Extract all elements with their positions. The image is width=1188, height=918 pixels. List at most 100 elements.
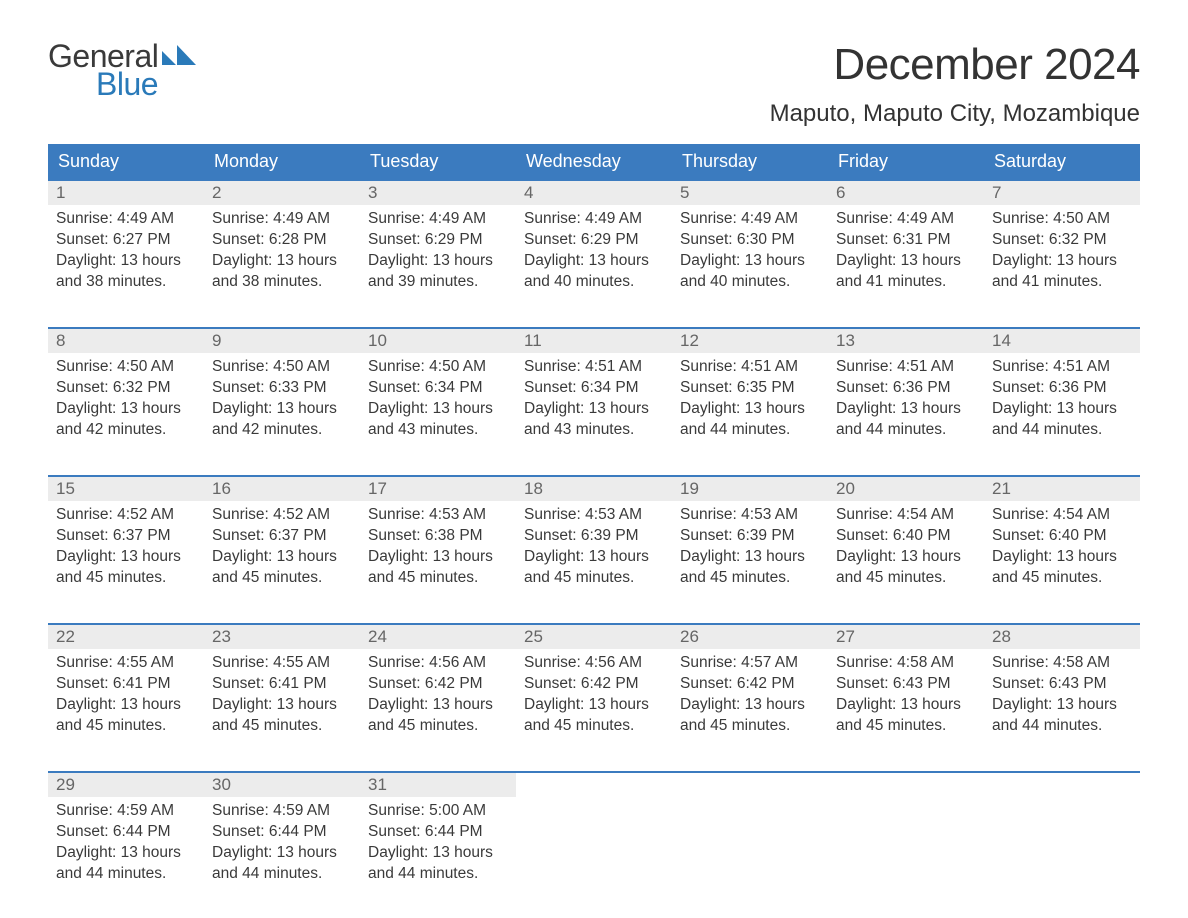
day-details: Sunrise: 4:54 AMSunset: 6:40 PMDaylight:… (984, 501, 1140, 593)
calendar-week-row: 29Sunrise: 4:59 AMSunset: 6:44 PMDayligh… (48, 771, 1140, 893)
calendar-day-cell (984, 773, 1140, 893)
day-details: Sunrise: 4:52 AMSunset: 6:37 PMDaylight:… (48, 501, 204, 593)
sunset-line: Sunset: 6:35 PM (680, 378, 820, 399)
weeks-container: 1 Sunrise: 4:49 AM Sunset: 6:27 PM Daylight… (48, 179, 1140, 893)
sunrise-line: Sunrise: 4:51 AM (680, 357, 820, 378)
day-number: 2 (204, 181, 360, 205)
daylight-line: Daylight: 13 hours and 45 minutes. (212, 695, 352, 737)
calendar-week-row: 22Sunrise: 4:55 AMSunset: 6:41 PMDayligh… (48, 623, 1140, 745)
sunset-line: Sunset: 6:40 PM (992, 526, 1132, 547)
day-number: 19 (672, 477, 828, 501)
sunrise-line: Sunrise: 4:51 AM (992, 357, 1132, 378)
sunset-line: Sunset: 6:31 PM (836, 230, 976, 251)
calendar-day-cell (828, 773, 984, 893)
weekday-header: Saturday (984, 144, 1140, 179)
sunset-line: Sunset: 6:29 PM (368, 230, 508, 251)
location-subtitle: Maputo, Maputo City, Mozambique (770, 100, 1140, 128)
day-number: 3 (360, 181, 516, 205)
sunset-line: Sunset: 6:30 PM (680, 230, 820, 251)
sunset-line: Sunset: 6:33 PM (212, 378, 352, 399)
weekday-header: Wednesday (516, 144, 672, 179)
daylight-line: Daylight: 13 hours and 45 minutes. (680, 547, 820, 589)
sunset-line: Sunset: 6:42 PM (524, 674, 664, 695)
daylight-line: Daylight: 13 hours and 41 minutes. (836, 251, 976, 293)
day-number: 16 (204, 477, 360, 501)
day-details: Sunrise: 4:59 AMSunset: 6:44 PMDaylight:… (48, 797, 204, 889)
daylight-line: Daylight: 13 hours and 43 minutes. (368, 399, 508, 441)
day-number: 20 (828, 477, 984, 501)
day-number: 26 (672, 625, 828, 649)
daylight-line: Daylight: 13 hours and 44 minutes. (992, 695, 1132, 737)
sunset-line: Sunset: 6:38 PM (368, 526, 508, 547)
sunrise-line: Sunrise: 4:49 AM (368, 209, 508, 230)
day-number: 13 (828, 329, 984, 353)
sunset-line: Sunset: 6:29 PM (524, 230, 664, 251)
day-number: 22 (48, 625, 204, 649)
sunrise-line: Sunrise: 4:57 AM (680, 653, 820, 674)
day-details: Sunrise: 4:49 AMSunset: 6:29 PMDaylight:… (360, 205, 516, 297)
sunrise-line: Sunrise: 4:58 AM (992, 653, 1132, 674)
daylight-line: Daylight: 13 hours and 45 minutes. (212, 547, 352, 589)
day-number: 29 (48, 773, 204, 797)
day-number: 23 (204, 625, 360, 649)
sunrise-line: Sunrise: 4:53 AM (524, 505, 664, 526)
daylight-line: Daylight: 13 hours and 45 minutes. (56, 695, 196, 737)
day-details: Sunrise: 4:49 AMSunset: 6:31 PMDaylight:… (828, 205, 984, 297)
day-number: 18 (516, 477, 672, 501)
calendar: Sunday Monday Tuesday Wednesday Thursday… (48, 144, 1140, 893)
daylight-line: Daylight: 13 hours and 40 minutes. (524, 251, 664, 293)
sunset-line: Sunset: 6:37 PM (56, 526, 196, 547)
sunset-line: Sunset: 6:43 PM (836, 674, 976, 695)
calendar-day-cell: 10Sunrise: 4:50 AMSunset: 6:34 PMDayligh… (360, 329, 516, 449)
day-details: Sunrise: 4:55 AMSunset: 6:41 PMDaylight:… (204, 649, 360, 741)
calendar-day-cell (672, 773, 828, 893)
calendar-day-cell: 5Sunrise: 4:49 AMSunset: 6:30 PMDaylight… (672, 181, 828, 301)
day-number: 5 (672, 181, 828, 205)
calendar-day-cell: 27Sunrise: 4:58 AMSunset: 6:43 PMDayligh… (828, 625, 984, 745)
sunset-line: Sunset: 6:41 PM (56, 674, 196, 695)
sunrise-line: Sunrise: 4:56 AM (368, 653, 508, 674)
day-number: 1 (48, 181, 204, 205)
day-number: 15 (48, 477, 204, 501)
day-details: Sunrise: 4:54 AMSunset: 6:40 PMDaylight:… (828, 501, 984, 593)
sunrise-line: Sunrise: 4:49 AM (524, 209, 664, 230)
sunrise-line: Sunrise: 4:52 AM (56, 505, 196, 526)
sunrise-line: Sunrise: 4:52 AM (212, 505, 352, 526)
day-details: Sunrise: 4:58 AMSunset: 6:43 PMDaylight:… (984, 649, 1140, 741)
day-details: Sunrise: 4:51 AMSunset: 6:36 PMDaylight:… (984, 353, 1140, 445)
sunrise-line: Sunrise: 4:50 AM (212, 357, 352, 378)
calendar-day-cell: 3Sunrise: 4:49 AMSunset: 6:29 PMDaylight… (360, 181, 516, 301)
day-details: Sunrise: 4:53 AMSunset: 6:39 PMDaylight:… (516, 501, 672, 593)
day-number: 11 (516, 329, 672, 353)
day-details: Sunrise: 4:57 AMSunset: 6:42 PMDaylight:… (672, 649, 828, 741)
daylight-line: Daylight: 13 hours and 44 minutes. (680, 399, 820, 441)
daylight-line: Daylight: 13 hours and 45 minutes. (524, 695, 664, 737)
day-number: 25 (516, 625, 672, 649)
calendar-day-cell: 15Sunrise: 4:52 AMSunset: 6:37 PMDayligh… (48, 477, 204, 597)
calendar-day-cell (516, 773, 672, 893)
daylight-line: Daylight: 13 hours and 42 minutes. (212, 399, 352, 441)
sunset-line: Sunset: 6:44 PM (56, 822, 196, 843)
daylight-line: Daylight: 13 hours and 44 minutes. (56, 843, 196, 885)
calendar-day-cell: 8Sunrise: 4:50 AMSunset: 6:32 PMDaylight… (48, 329, 204, 449)
sunset-line: Sunset: 6:37 PM (212, 526, 352, 547)
day-details: Sunrise: 4:53 AMSunset: 6:39 PMDaylight:… (672, 501, 828, 593)
day-number: 28 (984, 625, 1140, 649)
sunrise-line: Sunrise: 4:56 AM (524, 653, 664, 674)
day-number: 30 (204, 773, 360, 797)
calendar-week-row: 15Sunrise: 4:52 AMSunset: 6:37 PMDayligh… (48, 475, 1140, 597)
daylight-line: Daylight: 13 hours and 44 minutes. (836, 399, 976, 441)
day-details: Sunrise: 5:00 AMSunset: 6:44 PMDaylight:… (360, 797, 516, 889)
day-number: 12 (672, 329, 828, 353)
calendar-day-cell: 13Sunrise: 4:51 AMSunset: 6:36 PMDayligh… (828, 329, 984, 449)
calendar-day-cell: 31Sunrise: 5:00 AMSunset: 6:44 PMDayligh… (360, 773, 516, 893)
calendar-day-cell: 4Sunrise: 4:49 AMSunset: 6:29 PMDaylight… (516, 181, 672, 301)
daylight-line: Daylight: 13 hours and 40 minutes. (680, 251, 820, 293)
sunrise-line: Sunrise: 4:55 AM (56, 653, 196, 674)
daylight-line: Daylight: 13 hours and 45 minutes. (836, 695, 976, 737)
day-number: 7 (984, 181, 1140, 205)
day-details: Sunrise: 4:50 AMSunset: 6:32 PMDaylight:… (48, 353, 204, 445)
sunset-line: Sunset: 6:27 PM (56, 230, 196, 251)
sunrise-line: Sunrise: 4:55 AM (212, 653, 352, 674)
sunrise-line: Sunrise: 4:58 AM (836, 653, 976, 674)
